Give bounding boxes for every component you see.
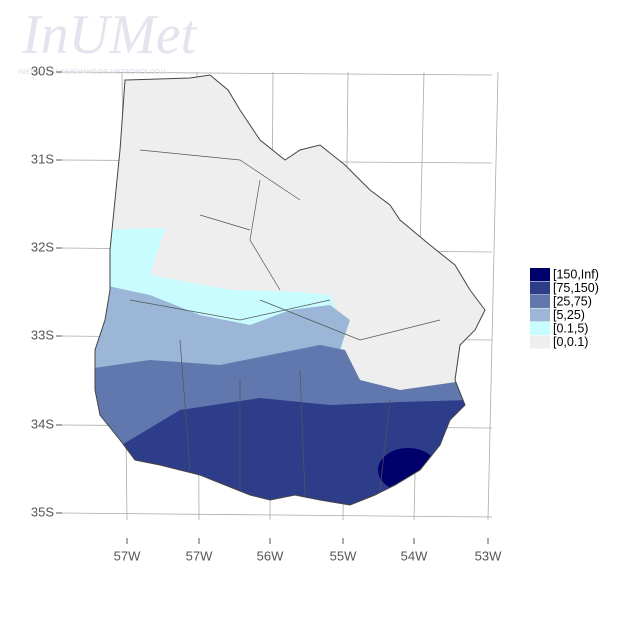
lat-label: 30S xyxy=(31,63,54,78)
legend-swatch xyxy=(530,295,550,308)
legend-label: [5,25) xyxy=(553,308,585,322)
legend-swatch xyxy=(530,308,550,322)
department-borders xyxy=(129,149,441,496)
legend-label: [150,Inf) xyxy=(553,267,599,281)
lat-label: 33S xyxy=(31,327,54,342)
legend-swatch xyxy=(530,281,550,295)
lon-label: 54W xyxy=(401,548,428,563)
legend-label: [0.1,5) xyxy=(553,321,588,335)
legend-swatch xyxy=(530,335,550,349)
precip-zones xyxy=(95,75,485,505)
lon-label: 55W xyxy=(330,548,357,563)
lat-label: 34S xyxy=(31,416,54,431)
watermark-title: InUMet xyxy=(21,4,198,66)
legend-label: [25,75) xyxy=(553,294,592,308)
lon-label: 56W xyxy=(257,548,284,563)
legend-swatch xyxy=(530,322,550,335)
lat-label: 35S xyxy=(31,504,54,519)
legend-swatch xyxy=(530,268,550,281)
legend-label: [0,0.1) xyxy=(553,335,588,349)
lon-label: 53W xyxy=(475,548,502,563)
lat-label: 32S xyxy=(31,239,54,254)
lon-label: 57W xyxy=(114,548,141,563)
watermark-subtitle: INSTITUTO URUGUAYO DE METEOROLOGÍA xyxy=(18,67,167,76)
lon-label: 57W xyxy=(186,548,213,563)
lat-label: 31S xyxy=(31,151,54,166)
legend-label: [75,150) xyxy=(553,281,599,295)
